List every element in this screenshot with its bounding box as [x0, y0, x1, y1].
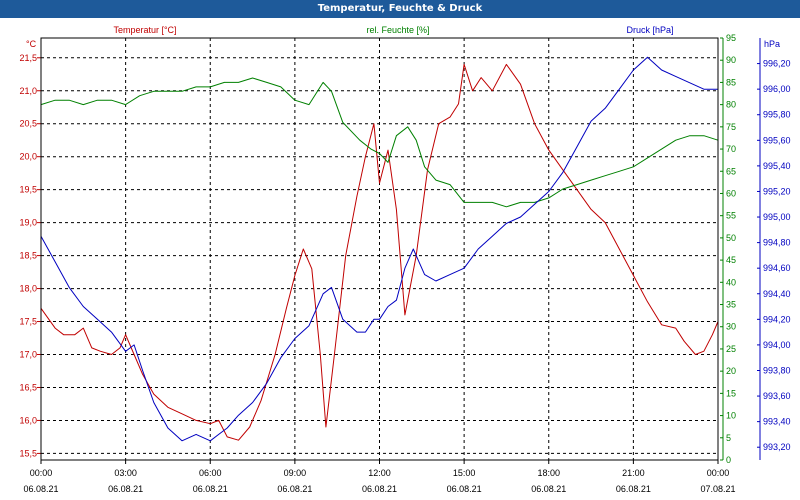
humidity-tick-label: 90	[726, 55, 736, 65]
chart-title: Temperatur, Feuchte & Druck	[0, 0, 800, 18]
humidity-tick-label: 10	[726, 411, 736, 421]
plot-frame	[40, 37, 719, 461]
humidity-tick-label: 85	[726, 77, 736, 87]
series-lines	[40, 56, 719, 442]
humidity-tick-label: 25	[726, 344, 736, 354]
humidity-tick-label: 40	[726, 277, 736, 287]
pressure-unit-label: hPa	[764, 39, 780, 49]
temperature-unit-label: °C	[26, 39, 37, 49]
temperature-tick-label: 17,5	[19, 317, 37, 327]
humidity-tick-label: 5	[726, 433, 731, 443]
x-time-label: 18:00	[537, 468, 560, 478]
humidity-tick-label: 65	[726, 166, 736, 176]
x-time-label: 00:00	[707, 468, 730, 478]
temperature-tick-label: 20,5	[19, 119, 37, 129]
x-date-label: 06.08.21	[447, 484, 482, 494]
series-line-pressure	[40, 56, 718, 442]
temperature-tick-label: 21,5	[19, 53, 37, 63]
humidity-tick-label: 20	[726, 366, 736, 376]
humidity-tick-label: 80	[726, 100, 736, 110]
pressure-tick-label: 995,80	[763, 110, 791, 120]
temperature-tick-label: 20,0	[19, 152, 37, 162]
temperature-tick-label: 17,0	[19, 350, 37, 360]
x-time-label: 00:00	[30, 468, 53, 478]
humidity-tick-label: 35	[726, 300, 736, 310]
x-date-label: 06.08.21	[193, 484, 228, 494]
x-time-label: 03:00	[114, 468, 137, 478]
pressure-tick-label: 994,00	[763, 340, 791, 350]
x-time-label: 15:00	[453, 468, 476, 478]
x-date-label: 06.08.21	[23, 484, 58, 494]
x-time-label: 21:00	[622, 468, 645, 478]
series-line-temperature	[40, 63, 719, 441]
humidity-tick-label: 75	[726, 122, 736, 132]
pressure-tick-label: 993,40	[763, 417, 791, 427]
temperature-tick-label: 19,0	[19, 218, 37, 228]
humidity-tick-label: 55	[726, 211, 736, 221]
temperature-tick-label: 21,0	[19, 86, 37, 96]
humidity-tick-label: 30	[726, 322, 736, 332]
pressure-tick-label: 994,40	[763, 289, 791, 299]
x-time-label: 06:00	[199, 468, 222, 478]
humidity-axis-title: rel. Feuchte [%]	[366, 25, 429, 35]
pressure-tick-label: 995,20	[763, 186, 791, 196]
x-time-label: 12:00	[368, 468, 391, 478]
pressure-tick-label: 995,00	[763, 212, 791, 222]
x-date-label: 06.08.21	[616, 484, 651, 494]
temperature-tick-label: 19,5	[19, 185, 37, 195]
x-date-label: 07.08.21	[700, 484, 735, 494]
axis-labels: 15,5 16,0 16,5 17,0 17,5 18,0 18,5 19,0 19,5 20,0…	[19, 25, 790, 494]
x-date-label: 06.08.21	[362, 484, 397, 494]
humidity-tick-label: 45	[726, 255, 736, 265]
axes	[37, 37, 761, 464]
pressure-tick-label: 993,80	[763, 365, 791, 375]
temperature-tick-label: 15,5	[19, 448, 37, 458]
temperature-axis-title: Temperatur [°C]	[113, 25, 176, 35]
x-time-label: 09:00	[284, 468, 307, 478]
pressure-tick-label: 995,40	[763, 161, 791, 171]
pressure-tick-label: 996,00	[763, 84, 791, 94]
pressure-tick-label: 994,60	[763, 263, 791, 273]
humidity-tick-label: 70	[726, 144, 736, 154]
x-date-label: 06.08.21	[531, 484, 566, 494]
pressure-tick-label: 994,20	[763, 314, 791, 324]
pressure-tick-label: 995,60	[763, 135, 791, 145]
pressure-tick-label: 993,20	[763, 442, 791, 452]
pressure-axis-title: Druck [hPa]	[626, 25, 673, 35]
pressure-tick-label: 996,20	[763, 59, 791, 69]
humidity-tick-label: 95	[726, 33, 736, 43]
humidity-tick-label: 15	[726, 388, 736, 398]
humidity-tick-label: 60	[726, 188, 736, 198]
temperature-tick-label: 18,0	[19, 284, 37, 294]
x-date-label: 06.08.21	[108, 484, 143, 494]
temperature-tick-label: 16,0	[19, 415, 37, 425]
temperature-tick-label: 16,5	[19, 382, 37, 392]
pressure-tick-label: 994,80	[763, 238, 791, 248]
humidity-tick-label: 50	[726, 233, 736, 243]
pressure-tick-label: 993,60	[763, 391, 791, 401]
humidity-tick-label: 0	[726, 455, 731, 465]
series-line-humidity	[40, 77, 719, 208]
temperature-tick-label: 18,5	[19, 251, 37, 261]
x-date-label: 06.08.21	[277, 484, 312, 494]
